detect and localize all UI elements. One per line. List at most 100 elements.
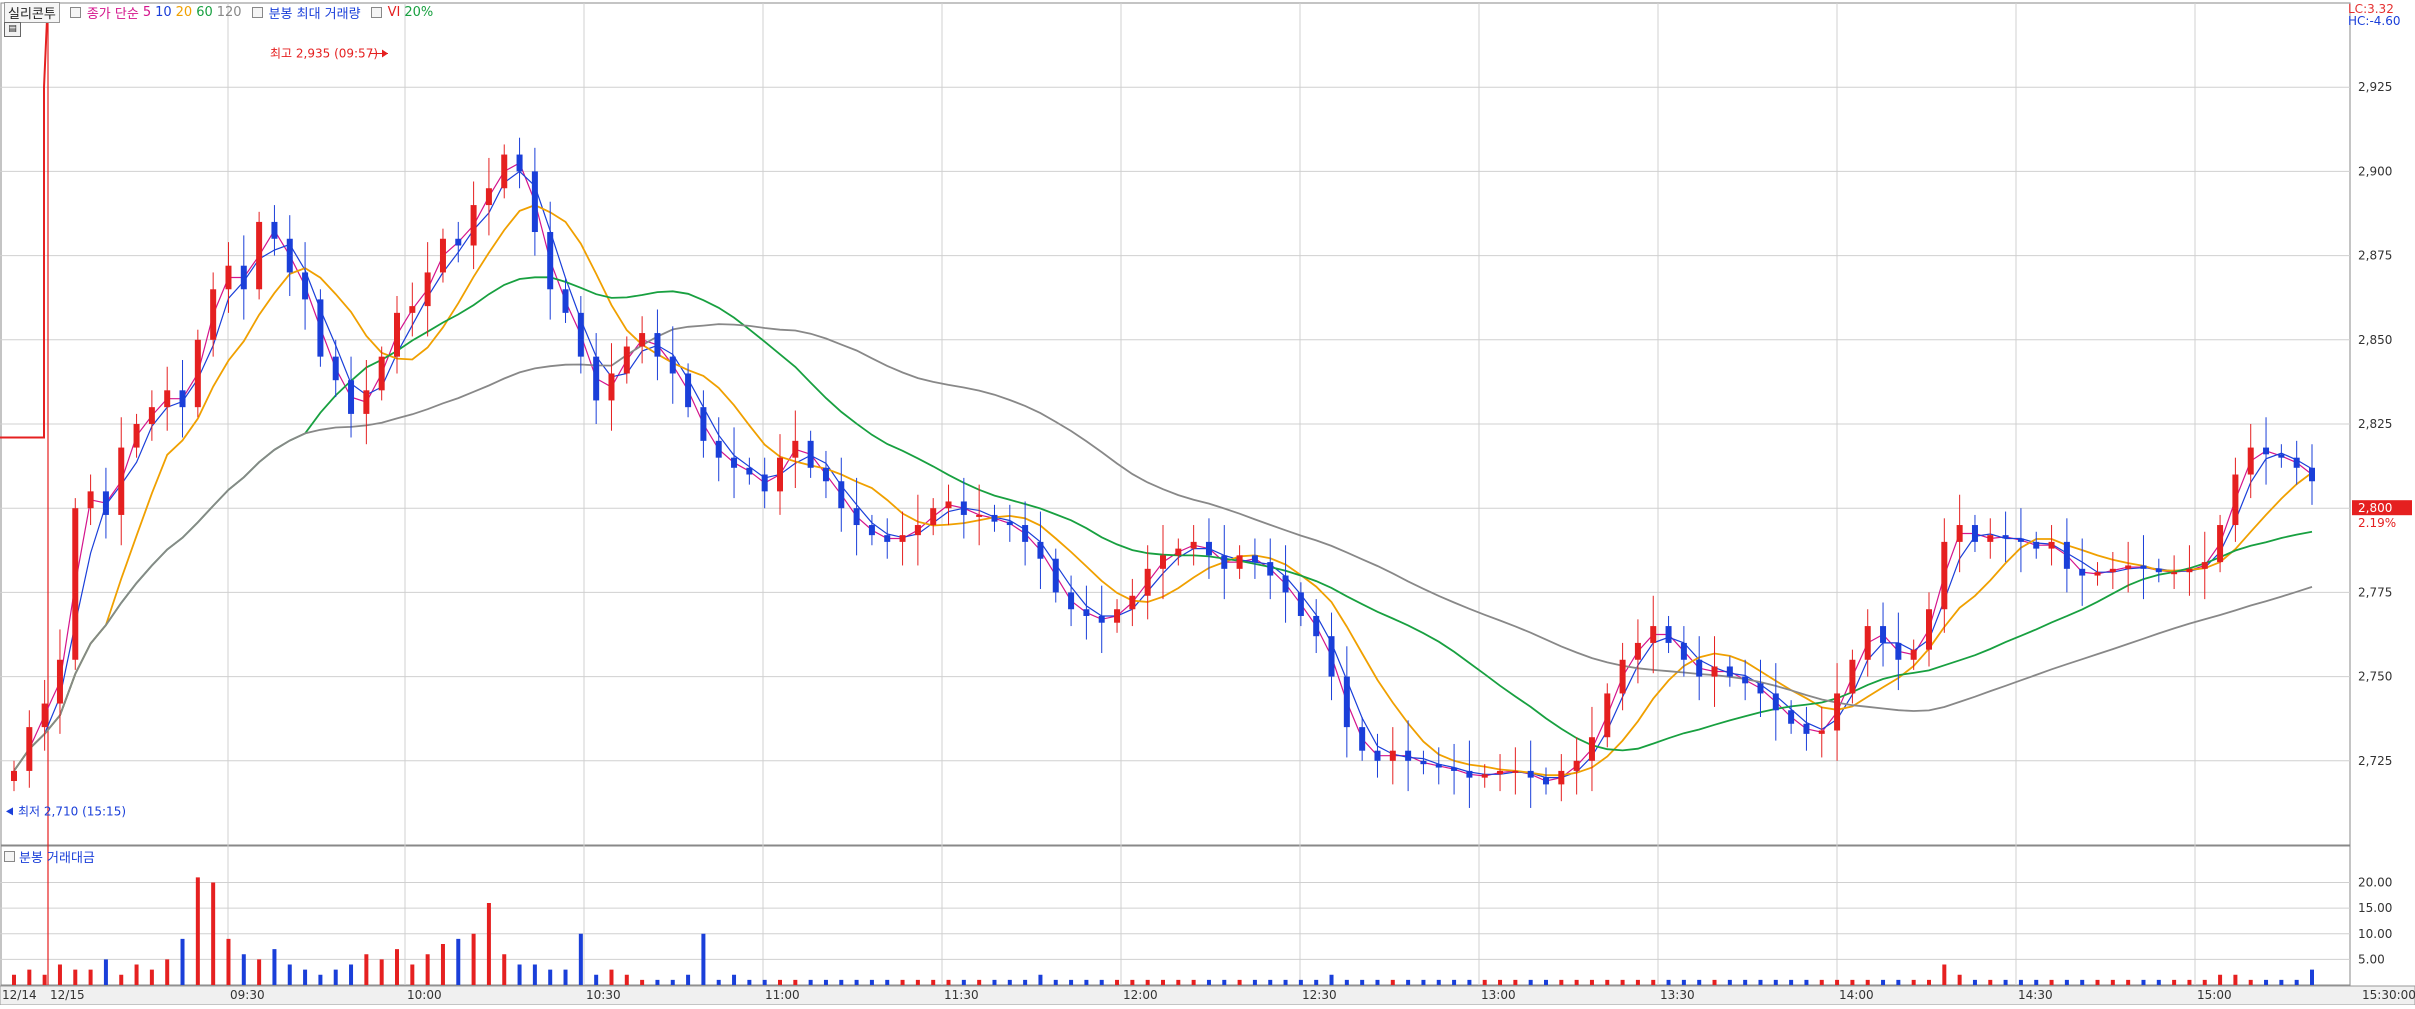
- candle-body: [72, 508, 79, 660]
- volume-bar: [1375, 979, 1380, 985]
- volume-bar: [1161, 979, 1165, 985]
- volume-bar: [134, 964, 139, 985]
- candle-body: [868, 525, 875, 536]
- hc-readout: HC:-4.60: [2348, 14, 2401, 28]
- volume-bar: [257, 959, 262, 985]
- volume-bar: [2095, 979, 2100, 985]
- volume-bar: [2126, 979, 2131, 985]
- volume-bar: [885, 979, 890, 985]
- legend-volmax-chip[interactable]: [251, 6, 263, 18]
- candle-body: [1267, 562, 1274, 576]
- volume-bar: [1283, 979, 1288, 985]
- volume-bar: [578, 933, 583, 985]
- legend-vi-value: 20%: [404, 4, 434, 20]
- volume-bar: [992, 979, 997, 985]
- candle-body: [194, 339, 201, 408]
- volume-bar: [2003, 979, 2008, 985]
- volume-tick-label: 20.00: [2358, 876, 2392, 890]
- volume-bar: [1436, 979, 1441, 985]
- candle-body: [11, 770, 17, 782]
- volume-bar: [1850, 979, 1855, 985]
- candle-body: [470, 205, 477, 246]
- candle-body: [1466, 770, 1473, 778]
- volume-bar: [2202, 979, 2207, 985]
- candle-body: [256, 221, 263, 290]
- candle-body: [1956, 525, 1963, 542]
- volume-bar: [1574, 979, 1579, 985]
- volume-bar: [119, 974, 124, 985]
- candle-body: [593, 356, 600, 401]
- time-tick-label: 11:00: [765, 988, 800, 1002]
- candle-body: [1389, 750, 1396, 761]
- chart-settings-icon[interactable]: ▤: [4, 22, 21, 37]
- volume-bar: [1819, 979, 1824, 985]
- candle-body: [286, 238, 293, 273]
- candle-body: [669, 356, 676, 374]
- volume-bar: [195, 877, 200, 985]
- volume-bar: [1406, 979, 1411, 985]
- candle-body: [577, 312, 584, 357]
- time-tick-label: 14:00: [1839, 988, 1874, 1002]
- candle-body: [1405, 750, 1412, 761]
- volume-bar: [563, 969, 568, 985]
- volume-bar: [915, 979, 920, 985]
- candle-body: [2293, 457, 2300, 468]
- candle-body: [838, 481, 845, 509]
- candle-body: [1619, 659, 1626, 694]
- candle-body: [914, 525, 921, 536]
- volume-bar: [1727, 979, 1732, 985]
- candle-body: [960, 501, 967, 515]
- legend-vi-chip[interactable]: [370, 6, 382, 18]
- volume-bar: [1559, 979, 1564, 985]
- candle-body: [485, 188, 492, 206]
- candle-body: [2048, 541, 2055, 549]
- candle-body: [547, 232, 554, 290]
- candle-body: [2094, 572, 2101, 576]
- high-arrow-head: [382, 49, 388, 58]
- volume-bar: [88, 969, 93, 985]
- candle-body: [2063, 541, 2070, 569]
- candle-body: [1634, 642, 1641, 660]
- candle-body: [1527, 770, 1534, 778]
- candle-body: [1481, 774, 1488, 778]
- volume-legend-chip[interactable]: [4, 851, 15, 862]
- candle-body: [1297, 592, 1304, 616]
- volume-bar: [1329, 974, 1334, 985]
- time-tick-label: 13:30: [1660, 988, 1695, 1002]
- volume-bar: [716, 979, 721, 985]
- volume-legend-label: 분봉 거래대금: [19, 851, 95, 866]
- volume-bar: [1176, 979, 1181, 985]
- legend-symbol[interactable]: 실리콘투: [4, 1, 60, 23]
- volume-bar: [1237, 979, 1242, 985]
- volume-bar: [1206, 979, 1211, 985]
- volume-bar: [1498, 979, 1503, 985]
- volume-bar: [2279, 979, 2284, 985]
- legend-vi-label: VI: [387, 4, 401, 20]
- candle-body: [1941, 541, 1948, 610]
- volume-bar: [180, 938, 185, 985]
- price-tick-label: 2,900: [2358, 164, 2392, 178]
- candle-body: [424, 272, 431, 307]
- volume-bar: [1589, 979, 1594, 985]
- candle-body: [1588, 737, 1595, 761]
- candle-body: [1420, 760, 1427, 765]
- candle-body: [930, 508, 937, 526]
- volume-bar: [456, 938, 461, 985]
- legend-ma-chip[interactable]: [69, 6, 81, 18]
- candle-body: [1374, 750, 1381, 761]
- candle-body: [2232, 474, 2239, 526]
- volume-bar: [318, 974, 323, 985]
- volume-bar: [241, 954, 246, 985]
- candle-body: [1343, 676, 1350, 728]
- candle-body: [1359, 727, 1366, 751]
- candle-body: [1987, 535, 1994, 542]
- volume-bar: [1927, 979, 1931, 985]
- candle-body: [1864, 626, 1871, 660]
- volume-bar: [410, 964, 415, 985]
- volume-bar: [961, 979, 966, 985]
- candle-body: [56, 659, 63, 704]
- volume-bar: [1252, 979, 1257, 985]
- candle-body: [654, 333, 661, 357]
